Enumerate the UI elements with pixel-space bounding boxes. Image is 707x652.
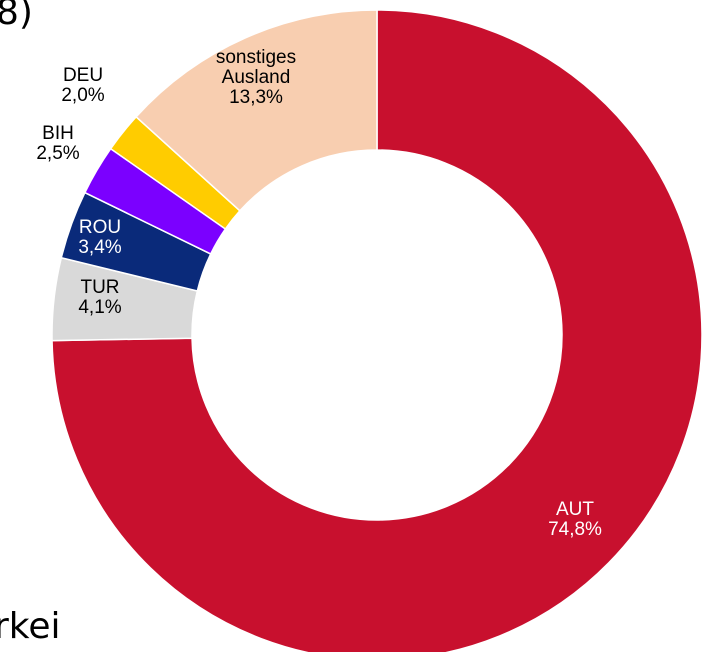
- segment-label: BIH: [42, 123, 74, 144]
- segment-value-label: 2,0%: [61, 85, 104, 106]
- segment-label: ROU: [79, 217, 121, 238]
- segment-label: sonstiges Ausland: [216, 47, 296, 88]
- text-fragment: rkei: [0, 606, 61, 647]
- donut-segment: [135, 9, 378, 212]
- segment-value-label: 13,3%: [229, 87, 283, 108]
- segment-value-label: 4,1%: [78, 297, 121, 318]
- donut-segment: [51, 9, 703, 652]
- segment-value-label: 3,4%: [78, 237, 121, 258]
- segment-label: DEU: [63, 65, 103, 86]
- segment-value-label: 74,8%: [548, 519, 602, 540]
- segment-label: AUT: [556, 499, 594, 520]
- text-fragment: 8): [0, 0, 33, 33]
- segment-value-label: 2,5%: [36, 143, 79, 164]
- segment-label: TUR: [80, 277, 119, 298]
